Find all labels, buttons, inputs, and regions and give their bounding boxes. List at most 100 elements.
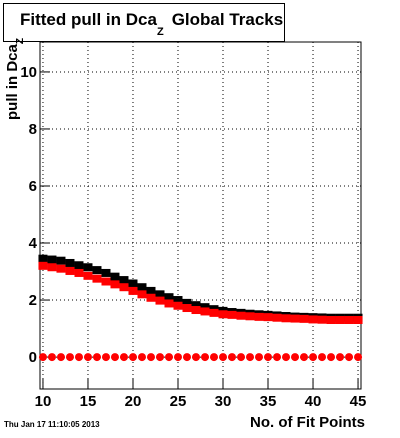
title-main: Fitted pull in Dca bbox=[20, 10, 157, 29]
point bbox=[282, 353, 291, 362]
point bbox=[83, 263, 93, 272]
y-tick-label: 8 bbox=[29, 121, 37, 138]
title-subscript: Z bbox=[157, 26, 164, 38]
point bbox=[353, 315, 363, 324]
point bbox=[344, 315, 354, 324]
point bbox=[290, 314, 300, 323]
point bbox=[273, 353, 282, 362]
point bbox=[272, 313, 282, 322]
point bbox=[137, 290, 147, 299]
point bbox=[101, 353, 110, 362]
point bbox=[236, 311, 246, 320]
x-tick-label: 15 bbox=[80, 393, 97, 410]
point bbox=[128, 286, 138, 295]
y-label-main: pull in Dca bbox=[4, 44, 21, 121]
point bbox=[173, 296, 183, 305]
point bbox=[300, 353, 309, 362]
point bbox=[173, 353, 182, 362]
point bbox=[110, 353, 119, 362]
point bbox=[336, 353, 345, 362]
point bbox=[245, 312, 255, 321]
point bbox=[281, 314, 291, 323]
point bbox=[182, 353, 191, 362]
point bbox=[308, 315, 318, 324]
y-label-subscript: Z bbox=[15, 38, 26, 44]
point bbox=[299, 314, 309, 323]
point bbox=[146, 353, 155, 362]
title-box bbox=[3, 3, 285, 42]
point bbox=[128, 353, 137, 362]
point bbox=[92, 266, 102, 275]
point bbox=[83, 271, 93, 280]
point bbox=[65, 266, 75, 275]
point bbox=[74, 268, 84, 277]
point bbox=[83, 353, 92, 362]
point bbox=[38, 254, 48, 263]
x-tick-label: 40 bbox=[305, 393, 322, 410]
point bbox=[182, 298, 192, 307]
point bbox=[155, 353, 164, 362]
y-tick-label: 0 bbox=[29, 349, 37, 366]
point bbox=[345, 353, 354, 362]
point bbox=[164, 299, 174, 308]
point bbox=[155, 290, 165, 299]
point bbox=[56, 264, 66, 273]
point bbox=[128, 279, 138, 288]
title-suffix: Global Tracks bbox=[172, 10, 284, 29]
point bbox=[218, 310, 228, 319]
point bbox=[74, 261, 84, 270]
y-tick-label: 10 bbox=[20, 64, 37, 81]
footer: Thu Jan 17 11:10:05 2013 bbox=[4, 420, 100, 429]
point bbox=[254, 312, 264, 321]
point bbox=[155, 296, 165, 305]
point bbox=[219, 353, 228, 362]
chart-title: Fitted pull in DcaZ Global Tracks bbox=[20, 10, 283, 38]
point bbox=[65, 353, 74, 362]
point bbox=[291, 353, 300, 362]
point bbox=[228, 353, 237, 362]
point bbox=[38, 353, 47, 362]
x-axis-label: No. of Fit Points bbox=[250, 414, 365, 431]
point bbox=[101, 268, 111, 277]
x-tick-label: 45 bbox=[350, 393, 367, 410]
point bbox=[209, 308, 219, 317]
point bbox=[264, 353, 273, 362]
x-tick-label: 20 bbox=[125, 393, 142, 410]
point bbox=[173, 301, 183, 310]
point bbox=[92, 353, 101, 362]
y-tick-label: 6 bbox=[29, 178, 37, 195]
point bbox=[354, 353, 363, 362]
point bbox=[309, 353, 318, 362]
y-axis-label: pull in DcaZ bbox=[4, 38, 26, 120]
point bbox=[237, 353, 246, 362]
point bbox=[318, 353, 327, 362]
point bbox=[227, 310, 237, 319]
point bbox=[210, 353, 219, 362]
point bbox=[191, 306, 201, 315]
point bbox=[47, 353, 56, 362]
point bbox=[335, 315, 345, 324]
point bbox=[191, 301, 201, 310]
point bbox=[146, 286, 156, 295]
point bbox=[164, 353, 173, 362]
point bbox=[119, 353, 128, 362]
x-tick-label: 35 bbox=[260, 393, 277, 410]
point bbox=[201, 353, 210, 362]
point bbox=[200, 303, 210, 312]
point bbox=[119, 276, 129, 285]
point bbox=[110, 272, 120, 281]
point bbox=[110, 280, 120, 289]
point bbox=[246, 353, 255, 362]
plot-frame bbox=[39, 41, 362, 390]
point bbox=[327, 353, 336, 362]
point bbox=[200, 307, 210, 316]
point bbox=[38, 261, 48, 270]
point bbox=[119, 283, 129, 292]
point bbox=[65, 258, 75, 267]
point bbox=[74, 353, 83, 362]
y-tick-label: 2 bbox=[29, 292, 37, 309]
x-tick-label: 10 bbox=[35, 393, 52, 410]
point bbox=[56, 256, 66, 265]
point bbox=[137, 283, 147, 292]
